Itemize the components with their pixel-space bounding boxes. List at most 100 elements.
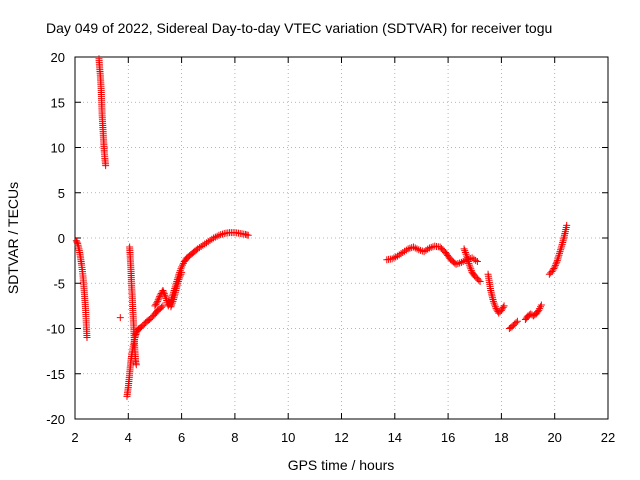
data-point: [497, 306, 505, 314]
data-point: [195, 244, 203, 252]
data-point: [554, 253, 562, 261]
data-point: [537, 301, 545, 309]
data-point: [179, 259, 187, 267]
data-point: [211, 233, 219, 241]
y-tick-label: 10: [51, 141, 65, 156]
data-point: [476, 277, 484, 285]
y-tick-label: 5: [58, 186, 65, 201]
chart-title: Day 049 of 2022, Sidereal Day-to-day VTE…: [46, 20, 552, 36]
data-point: [467, 265, 475, 273]
data-point: [499, 303, 507, 311]
data-point: [554, 255, 562, 263]
data-point: [172, 285, 180, 293]
data-point: [162, 293, 170, 301]
data-point: [178, 261, 186, 269]
data-point: [470, 255, 478, 263]
x-tick-label: 12: [334, 430, 348, 445]
data-point: [160, 290, 168, 298]
data-point: [498, 305, 506, 313]
data-point: [552, 260, 560, 268]
data-point: [201, 240, 209, 248]
x-tick-label: 6: [178, 430, 185, 445]
data-point: [535, 306, 543, 314]
data-point: [73, 238, 81, 246]
data-point: [158, 303, 166, 311]
data-point: [132, 361, 140, 369]
data-point: [462, 250, 470, 258]
data-point: [169, 297, 177, 305]
data-point: [553, 257, 561, 265]
data-point: [197, 242, 205, 250]
x-tick-label: 22: [601, 430, 615, 445]
data-point: [557, 244, 565, 252]
data-point: [155, 294, 163, 302]
data-point: [156, 293, 164, 301]
data-point: [175, 276, 183, 284]
data-point: [409, 243, 417, 251]
data-point: [490, 299, 498, 307]
data-point: [563, 221, 571, 229]
data-point: [489, 297, 497, 305]
data-point: [154, 297, 162, 305]
x-tick-label: 16: [441, 430, 455, 445]
data-point: [159, 286, 167, 294]
data-point: [413, 245, 421, 253]
x-axis-label: GPS time / hours: [288, 457, 395, 473]
y-tick-label: -15: [46, 367, 65, 382]
data-point: [202, 239, 210, 247]
data-point: [206, 236, 214, 244]
y-tick-label: -5: [53, 276, 65, 291]
data-point: [475, 276, 483, 284]
grid: [75, 57, 608, 419]
data-point: [549, 266, 557, 274]
x-tick-label: 14: [388, 430, 402, 445]
data-point: [392, 253, 400, 261]
data-point: [464, 258, 472, 266]
data-point: [492, 305, 500, 313]
data-point: [427, 243, 435, 251]
data-point: [174, 277, 182, 285]
data-point: [551, 263, 559, 271]
data-point: [491, 303, 499, 311]
data-point: [395, 251, 403, 259]
data-point: [466, 263, 474, 271]
data-point: [555, 251, 563, 259]
data-point: [461, 248, 469, 256]
data-point: [491, 301, 499, 309]
y-axis-label: SDTVAR / TECUs: [5, 182, 21, 294]
data-point: [116, 314, 124, 322]
y-tick-label: 15: [51, 95, 65, 110]
data-point: [556, 248, 564, 256]
data-point: [174, 279, 182, 287]
data-point: [536, 303, 544, 311]
data-point: [390, 254, 398, 262]
data-point: [500, 302, 508, 310]
data-point: [454, 260, 462, 268]
data-point: [178, 268, 186, 276]
data-point: [167, 303, 175, 311]
data-point: [402, 246, 410, 254]
data-point: [168, 299, 176, 307]
y-tick-label: 0: [58, 231, 65, 246]
data-point: [456, 259, 464, 267]
data-point: [463, 254, 471, 262]
data-point: [176, 272, 184, 280]
data-point: [553, 258, 561, 266]
data-point: [162, 295, 170, 303]
data-point: [467, 267, 475, 275]
data-point: [399, 248, 407, 256]
data-point: [160, 288, 168, 296]
data-point: [424, 245, 432, 253]
data-point: [204, 238, 212, 246]
data-point: [161, 291, 169, 299]
data-point: [218, 230, 226, 238]
data-point: [420, 248, 428, 256]
data-point: [151, 302, 159, 310]
data-point: [401, 247, 409, 255]
data-point: [418, 247, 426, 255]
y-tick-label: -20: [46, 412, 65, 427]
data-point: [536, 305, 544, 313]
data-point: [199, 241, 207, 249]
data-point: [213, 232, 221, 240]
data-point: [558, 242, 566, 250]
